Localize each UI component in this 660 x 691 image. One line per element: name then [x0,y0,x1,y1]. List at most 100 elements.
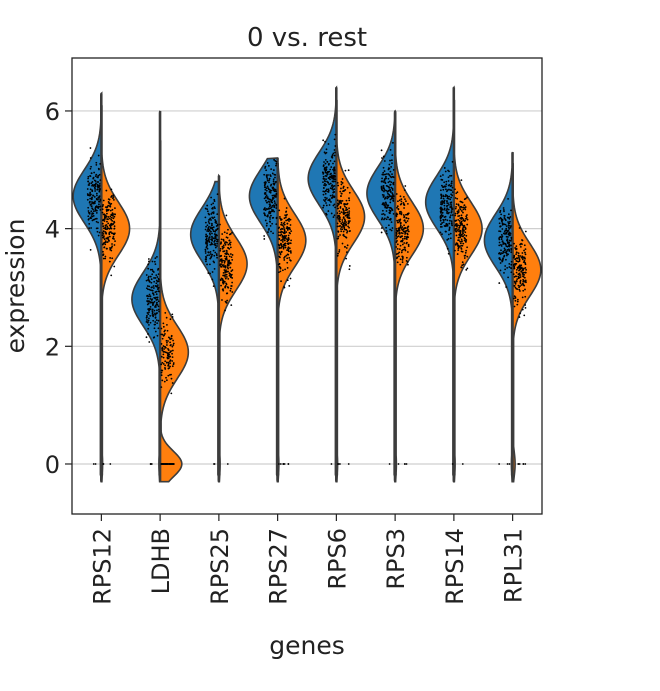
data-point [326,160,329,163]
data-point [385,230,388,232]
data-point [270,168,273,171]
data-point [90,210,93,213]
data-point [150,281,153,284]
data-point [97,198,99,201]
data-point [450,220,453,223]
data-point [223,261,226,264]
data-point [324,158,327,161]
data-point [407,245,410,247]
data-point [268,211,270,214]
data-point [92,215,95,217]
data-point [278,251,281,254]
data-point [99,208,102,211]
data-point [463,229,465,232]
data-point [167,374,170,377]
data-point [287,246,290,249]
data-point [160,386,163,389]
data-point [462,263,465,266]
data-point [279,463,282,465]
data-point [457,236,460,239]
data-point [209,253,212,255]
data-point [92,210,95,213]
data-point [229,261,232,264]
data-point [391,227,394,229]
data-point [510,271,513,274]
data-point [501,235,504,238]
data-point [345,207,348,209]
data-point [103,227,105,230]
data-point [325,204,328,207]
data-point [213,216,216,219]
data-point [463,198,466,201]
data-point [171,382,174,384]
data-point [161,361,164,364]
data-point [162,345,165,347]
data-point [170,377,173,380]
data-point [277,227,280,230]
data-point [154,304,157,307]
data-point [332,162,334,165]
data-point [271,194,274,197]
data-point [287,227,290,230]
data-point [401,232,404,235]
data-point [339,216,341,219]
data-point [288,231,291,234]
data-point [396,236,399,238]
data-point [216,223,219,226]
data-point [229,243,232,246]
data-point [226,276,228,278]
data-point [286,219,289,221]
data-point [113,244,116,246]
data-point [403,207,405,209]
data-point [108,260,111,263]
data-point [210,196,213,199]
data-point [214,229,217,232]
data-point [507,197,509,200]
data-point [331,155,334,157]
data-point [263,207,266,209]
data-point [454,243,457,246]
data-point [440,207,443,210]
data-point [112,215,114,217]
data-point [322,206,324,209]
data-point [380,231,383,234]
data-point [388,193,391,196]
data-point [456,191,459,194]
data-point [513,242,515,245]
data-point [510,238,513,240]
data-point [332,168,334,171]
data-point [334,133,337,136]
data-point [106,227,109,230]
data-point [154,317,157,319]
data-point [166,357,169,360]
data-point [466,196,468,199]
data-point [395,246,398,248]
data-point [270,206,273,209]
data-point [525,268,527,271]
data-point [227,228,229,231]
data-point [510,244,512,247]
data-point [91,189,94,192]
data-point [459,230,462,233]
data-point [508,239,511,242]
data-point [396,205,399,208]
data-point [454,212,457,215]
data-point [89,200,91,203]
data-point [524,251,526,254]
data-point [102,242,105,245]
data-point [404,185,407,187]
data-point [498,222,501,225]
data-point [225,292,228,295]
data-point [225,214,228,217]
data-point [389,148,392,151]
data-point [148,293,151,296]
data-point [151,292,154,295]
data-point [443,204,446,207]
data-point [112,237,114,240]
data-point [171,316,174,318]
data-point [288,247,291,250]
data-point [271,208,273,211]
x-axis-label: genes [269,631,345,660]
data-point [157,267,160,270]
data-point [333,178,335,181]
